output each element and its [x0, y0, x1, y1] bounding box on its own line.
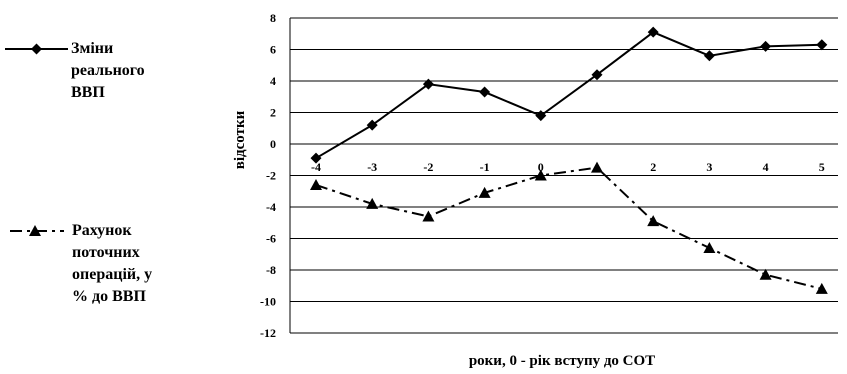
legend-label-line: поточних	[72, 244, 140, 261]
y-tick-label: 2	[270, 106, 276, 120]
y-tick-label: 0	[270, 137, 276, 151]
legend-label-line: Рахунок	[72, 222, 132, 239]
series-line	[315, 166, 823, 290]
x-tick-label: -2	[423, 160, 433, 174]
x-tick-label: 5	[819, 160, 825, 174]
diamond-marker	[310, 152, 322, 164]
diamond-marker	[591, 69, 603, 81]
x-axis-ticks: -4 -3 -2 -1 0 2 3 4 5	[311, 160, 825, 174]
y-tick-label: -2	[266, 169, 276, 183]
triangle-marker	[647, 215, 660, 227]
y-axis-ticks: 8 6 4 2 0 -2 -4 -6 -8 -10 -12	[260, 11, 276, 340]
diamond-marker	[535, 110, 547, 122]
y-tick-label: -10	[260, 295, 276, 309]
y-tick-label: -6	[266, 232, 276, 246]
y-tick-label: -8	[266, 263, 276, 277]
x-tick-label: -3	[367, 160, 377, 174]
triangle-marker	[422, 210, 435, 222]
diamond-marker	[647, 26, 659, 38]
x-tick-label: 0	[538, 160, 544, 174]
y-tick-label: 6	[270, 43, 276, 57]
x-tick-label: 3	[706, 160, 712, 174]
legend-label-line: операцій, у	[72, 266, 152, 283]
legend-label-line: % до ВВП	[72, 288, 146, 305]
x-tick-label: -4	[311, 160, 321, 174]
triangle-marker	[29, 225, 41, 236]
legend-label-line: реального	[71, 62, 145, 79]
gridlines	[289, 17, 838, 334]
triangle-marker	[703, 241, 716, 253]
y-tick-label: -12	[260, 326, 276, 340]
x-axis-title: роки, 0 - рік вступу до СОТ	[469, 353, 655, 369]
series-group	[310, 26, 828, 294]
triangle-marker	[759, 268, 772, 280]
diamond-marker	[31, 43, 42, 55]
legend-entry-1: Зміни реального ВВП	[5, 40, 145, 101]
diamond-marker	[366, 119, 378, 131]
triangle-marker	[366, 197, 379, 209]
diamond-marker	[479, 86, 491, 98]
diamond-marker	[422, 78, 434, 90]
triangle-marker	[815, 282, 828, 294]
triangle-marker	[534, 169, 547, 181]
legend-entry-2: Рахунок поточних операцій, у % до ВВП	[10, 222, 152, 305]
triangle-marker	[310, 178, 322, 190]
legend: Зміни реального ВВП Рахунок поточних операцій…	[5, 40, 152, 305]
x-tick-label: -1	[480, 160, 490, 174]
diamond-marker	[703, 50, 715, 62]
series-1	[310, 26, 828, 164]
triangle-marker	[591, 161, 603, 173]
y-tick-label: 8	[270, 11, 276, 25]
y-tick-label: 4	[270, 74, 276, 88]
legend-label-line: ВВП	[71, 84, 105, 101]
series-line	[315, 31, 822, 160]
diamond-marker	[760, 40, 772, 52]
legend-label-line: Зміни	[71, 40, 113, 57]
y-tick-label: -4	[266, 200, 276, 214]
triangle-marker	[478, 186, 491, 198]
series-2	[310, 161, 828, 294]
diamond-marker	[816, 39, 828, 51]
x-tick-label: 4	[763, 160, 769, 174]
x-tick-label: 2	[650, 160, 656, 174]
y-axis-title: відсотки	[232, 110, 248, 169]
